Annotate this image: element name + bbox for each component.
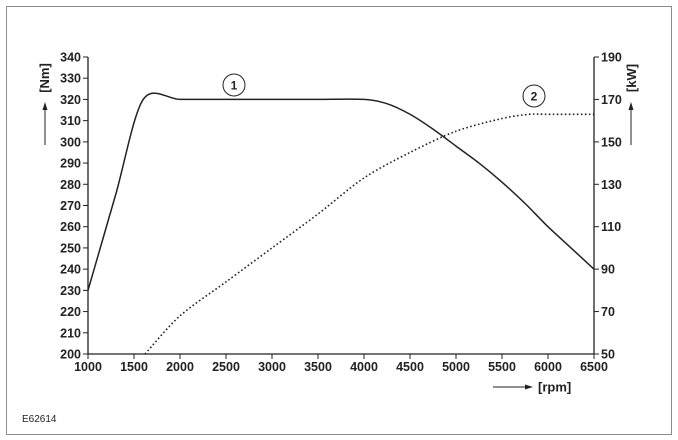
y-left-tick-label: 210: [60, 326, 81, 340]
x-tick-label: 3500: [304, 360, 332, 374]
right-arrow-icon: [525, 384, 533, 390]
y-left-tick-label: 310: [60, 114, 81, 128]
series-power-line: [144, 113, 594, 355]
figure-frame: [6, 6, 672, 435]
callout-label: 2: [531, 90, 538, 104]
y-left-tick-label: 300: [60, 135, 81, 149]
x-tick-label: 5500: [488, 360, 516, 374]
y-left-tick-label: 290: [60, 157, 81, 171]
y-left-tick-label: 230: [60, 284, 81, 298]
x-tick-label: 6000: [534, 360, 562, 374]
x-tick-label: 2500: [212, 360, 240, 374]
y-right-tick-label: 90: [601, 263, 615, 277]
y-left-tick-label: 260: [60, 220, 81, 234]
y-left-tick-label: 250: [60, 241, 81, 255]
y-right-tick-label: 170: [601, 93, 622, 107]
y-right-tick-label: 190: [601, 51, 622, 65]
y-right-tick-label: 150: [601, 135, 622, 149]
x-tick-label: 6500: [580, 360, 608, 374]
up-arrow-icon: [628, 102, 634, 110]
y-right-tick-label: 110: [601, 220, 621, 234]
y-right-tick-label: 70: [601, 305, 615, 319]
x-unit-label: [rpm]: [538, 380, 571, 395]
x-tick-label: 4000: [350, 360, 378, 374]
x-tick-label: 5000: [442, 360, 470, 374]
x-tick-label: 1500: [120, 360, 148, 374]
y-right-unit-label: [kW]: [624, 64, 639, 92]
callout-circle: [222, 73, 246, 97]
y-left-tick-label: 200: [60, 348, 81, 362]
callout-label: 1: [231, 79, 238, 93]
y-left-tick-label: 220: [60, 305, 81, 319]
x-tick-label: 1000: [74, 360, 102, 374]
y-left-tick-label: 340: [60, 51, 81, 65]
x-tick-label: 2000: [166, 360, 194, 374]
y-left-tick-label: 240: [60, 263, 81, 277]
up-arrow-icon: [42, 102, 48, 110]
y-right-tick-label: 130: [601, 178, 622, 192]
y-left-tick-label: 280: [60, 178, 81, 192]
x-tick-label: 4500: [396, 360, 424, 374]
series-torque-line: [87, 92, 595, 291]
y-right-tick-label: 50: [601, 348, 615, 362]
y-left-unit-label: [Nm]: [37, 63, 52, 93]
y-left-tick-label: 270: [60, 199, 81, 213]
y-left-tick-label: 320: [60, 93, 81, 107]
x-tick-label: 3000: [258, 360, 286, 374]
figure-id: E62614: [22, 414, 57, 425]
y-left-tick-label: 330: [60, 72, 81, 86]
callout-circle: [522, 84, 546, 108]
